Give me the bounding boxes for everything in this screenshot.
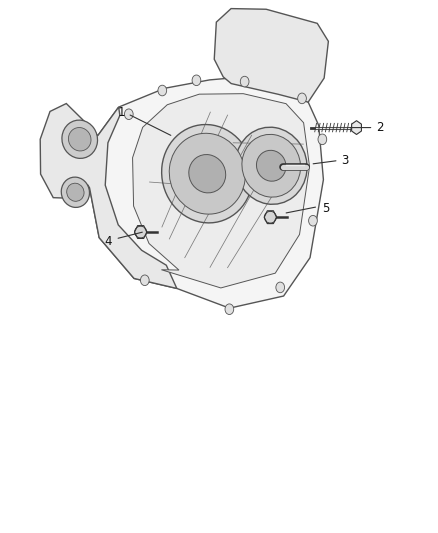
Polygon shape bbox=[264, 211, 276, 224]
Ellipse shape bbox=[67, 183, 84, 201]
Ellipse shape bbox=[169, 133, 245, 214]
Text: 3: 3 bbox=[342, 154, 349, 167]
Circle shape bbox=[192, 75, 201, 86]
Circle shape bbox=[298, 93, 307, 104]
Ellipse shape bbox=[242, 134, 300, 197]
Text: 2: 2 bbox=[376, 121, 384, 134]
Ellipse shape bbox=[257, 150, 286, 181]
Polygon shape bbox=[40, 103, 177, 288]
Text: 4: 4 bbox=[104, 235, 112, 247]
Ellipse shape bbox=[235, 127, 307, 204]
Polygon shape bbox=[133, 94, 310, 288]
Text: 1: 1 bbox=[117, 106, 125, 119]
Circle shape bbox=[158, 85, 166, 96]
Circle shape bbox=[225, 304, 234, 314]
Ellipse shape bbox=[189, 155, 226, 193]
Ellipse shape bbox=[62, 120, 98, 158]
Text: 5: 5 bbox=[322, 201, 329, 215]
Ellipse shape bbox=[68, 127, 91, 151]
Ellipse shape bbox=[162, 125, 253, 223]
Circle shape bbox=[318, 134, 327, 144]
Ellipse shape bbox=[61, 177, 89, 207]
Polygon shape bbox=[134, 225, 147, 238]
Circle shape bbox=[309, 215, 317, 226]
Polygon shape bbox=[214, 9, 328, 102]
Circle shape bbox=[240, 76, 249, 87]
Polygon shape bbox=[89, 77, 323, 308]
Circle shape bbox=[276, 282, 285, 293]
Polygon shape bbox=[352, 120, 361, 134]
Circle shape bbox=[124, 109, 133, 119]
Circle shape bbox=[141, 275, 149, 286]
